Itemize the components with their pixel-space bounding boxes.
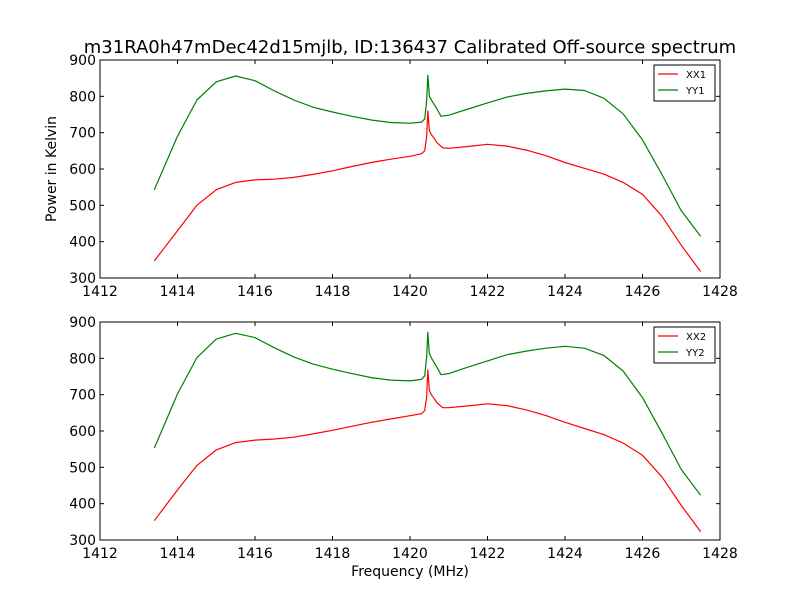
y-tick-label: 400 xyxy=(69,497,96,513)
y-tick-label: 300 xyxy=(69,533,96,549)
legend-label-xx1: XX1 xyxy=(686,70,706,81)
x-tick-label: 1418 xyxy=(315,284,351,300)
x-tick-label: 1418 xyxy=(315,546,351,562)
y-tick-label: 400 xyxy=(69,235,96,251)
x-tick-label: 1414 xyxy=(160,546,196,562)
x-tick-label: 1416 xyxy=(237,284,273,300)
y-tick-label: 500 xyxy=(69,460,96,476)
x-tick-label: 1414 xyxy=(160,284,196,300)
y-tick-label: 800 xyxy=(69,89,96,105)
y-tick-label: 600 xyxy=(69,424,96,440)
y-tick-label: 500 xyxy=(69,198,96,214)
legend-box xyxy=(653,326,716,364)
y-tick-label: 300 xyxy=(69,271,96,287)
x-tick-label: 1426 xyxy=(625,546,661,562)
x-tick-label: 1428 xyxy=(702,546,738,562)
x-tick-label: 1412 xyxy=(82,546,118,562)
legend-box xyxy=(653,64,716,102)
y-tick-label: 800 xyxy=(69,351,96,367)
legend-label-yy1: YY1 xyxy=(685,86,705,97)
x-tick-label: 1420 xyxy=(392,284,428,300)
x-tick-label: 1422 xyxy=(470,284,506,300)
y-tick-label: 600 xyxy=(69,162,96,178)
bottom-panel: 1412 1414 1416 1418 1420 1422 1424 1426 1428 300 4… xyxy=(69,315,738,580)
series-line-yy2 xyxy=(153,331,702,496)
legend-label-xx2: XX2 xyxy=(686,332,706,343)
y-tick-label: 700 xyxy=(69,126,96,142)
figure-title: m31RA0h47mDec42d15mjlb, ID:136437 Calibr… xyxy=(84,37,736,58)
x-axis-label: Frequency (MHz) xyxy=(351,564,469,580)
series-line-xx1 xyxy=(153,110,702,272)
series-line-yy1 xyxy=(153,74,702,237)
x-tick-label: 1424 xyxy=(547,284,583,300)
y-axis-label: Power in Kelvin xyxy=(44,116,60,222)
y-tick-label: 700 xyxy=(69,388,96,404)
y-tick-label: 900 xyxy=(69,53,96,69)
x-tick-label: 1422 xyxy=(470,546,506,562)
top-panel: 1412 1414 1416 1418 1420 1422 1424 1426 1428 300 4… xyxy=(44,53,738,300)
y-tick-label: 900 xyxy=(69,315,96,331)
x-tick-label: 1428 xyxy=(702,284,738,300)
x-tick-label: 1420 xyxy=(392,546,428,562)
x-tick-label: 1412 xyxy=(82,284,118,300)
legend-label-yy2: YY2 xyxy=(685,348,705,359)
series-line-xx2 xyxy=(153,369,702,532)
x-tick-label: 1426 xyxy=(625,284,661,300)
x-tick-label: 1424 xyxy=(547,546,583,562)
x-tick-label: 1416 xyxy=(237,546,273,562)
